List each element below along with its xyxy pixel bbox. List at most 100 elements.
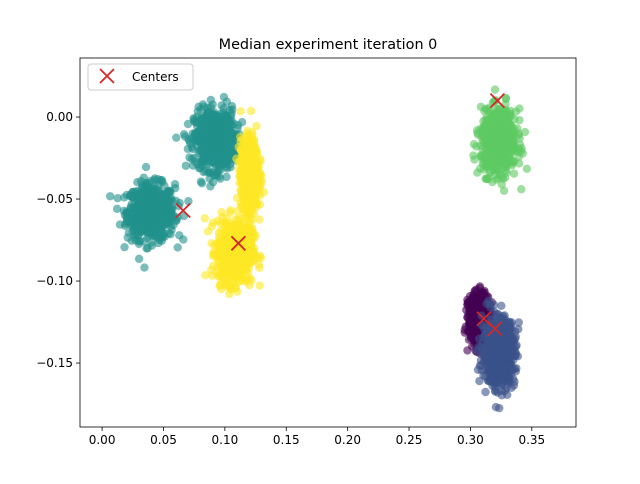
data-point (496, 129, 506, 139)
x-tick-label: 0.25 (396, 433, 423, 447)
data-point (245, 274, 255, 283)
data-point (198, 156, 208, 165)
data-point (505, 143, 514, 153)
data-point (142, 190, 151, 200)
data-point (247, 189, 257, 198)
data-point (501, 93, 511, 103)
data-point (162, 189, 172, 199)
points-layer (105, 85, 532, 413)
data-point (218, 146, 228, 156)
data-point (200, 214, 209, 223)
data-point (485, 152, 494, 161)
data-point (173, 243, 182, 252)
data-point (243, 126, 252, 136)
data-point (491, 386, 500, 395)
data-point (231, 229, 241, 238)
data-point (172, 133, 181, 142)
y-tick-label: −0.10 (36, 274, 73, 288)
y-tick-label: −0.05 (36, 192, 73, 206)
data-point (491, 164, 501, 173)
x-tick-label: 0.10 (212, 433, 239, 447)
data-point (240, 158, 250, 168)
data-point (126, 221, 136, 230)
x-tick-label: 0.30 (457, 433, 484, 447)
data-point (254, 260, 264, 269)
data-point (218, 212, 227, 222)
data-point (166, 196, 175, 205)
data-point (183, 144, 193, 154)
data-point (160, 181, 169, 190)
data-point (141, 162, 151, 172)
x-tick-label: 0.35 (518, 433, 545, 447)
data-point (481, 347, 491, 356)
data-point (137, 218, 146, 228)
data-point (496, 117, 506, 127)
data-point (480, 132, 489, 141)
data-point (244, 204, 253, 214)
data-point (470, 155, 479, 164)
data-point (120, 242, 129, 252)
data-point (237, 118, 247, 127)
data-point (497, 301, 506, 311)
data-point (199, 125, 208, 135)
data-point (223, 280, 233, 289)
cluster-3 (232, 106, 269, 234)
data-point (520, 127, 530, 137)
data-point (223, 263, 232, 273)
data-point (233, 287, 242, 296)
data-point (215, 271, 224, 280)
data-point (236, 107, 245, 116)
data-point (469, 140, 479, 149)
data-point (181, 161, 191, 170)
data-point (197, 179, 207, 188)
data-point (498, 371, 507, 380)
data-point (495, 403, 504, 413)
data-point (246, 144, 256, 153)
data-point (488, 110, 497, 120)
data-point (206, 95, 216, 105)
x-tick-label: 0.05 (150, 433, 177, 447)
data-point (217, 284, 226, 294)
data-point (492, 175, 501, 184)
data-point (249, 137, 259, 146)
data-point (237, 267, 247, 277)
data-point (498, 361, 508, 370)
data-point (244, 263, 253, 273)
legend: Centers (87, 63, 194, 91)
data-point (122, 212, 131, 222)
data-point (249, 247, 258, 256)
data-point (113, 194, 122, 203)
data-point (147, 241, 157, 250)
data-point (496, 111, 506, 120)
data-point (246, 106, 256, 116)
y-tick-label: 0.00 (46, 110, 73, 124)
data-point (206, 182, 215, 191)
data-point (240, 239, 250, 248)
data-point (140, 197, 149, 206)
data-point (136, 176, 146, 186)
data-point (481, 174, 490, 183)
data-point (248, 224, 257, 233)
x-tick-label: 0.15 (273, 433, 300, 447)
data-point (487, 338, 497, 347)
data-point (222, 111, 231, 121)
data-point (234, 214, 243, 223)
data-point (472, 346, 481, 355)
data-point (128, 193, 137, 202)
data-point (214, 172, 224, 181)
data-point (255, 281, 264, 290)
data-point (225, 233, 234, 242)
data-point (184, 135, 193, 144)
data-point (197, 145, 206, 154)
data-point (481, 387, 490, 397)
cluster-0 (105, 162, 193, 272)
data-point (251, 231, 260, 240)
data-point (145, 204, 154, 213)
data-point (497, 342, 506, 352)
data-point (175, 231, 184, 240)
data-point (249, 177, 259, 187)
data-point (240, 179, 250, 188)
data-point (494, 149, 504, 158)
data-point (509, 169, 519, 178)
